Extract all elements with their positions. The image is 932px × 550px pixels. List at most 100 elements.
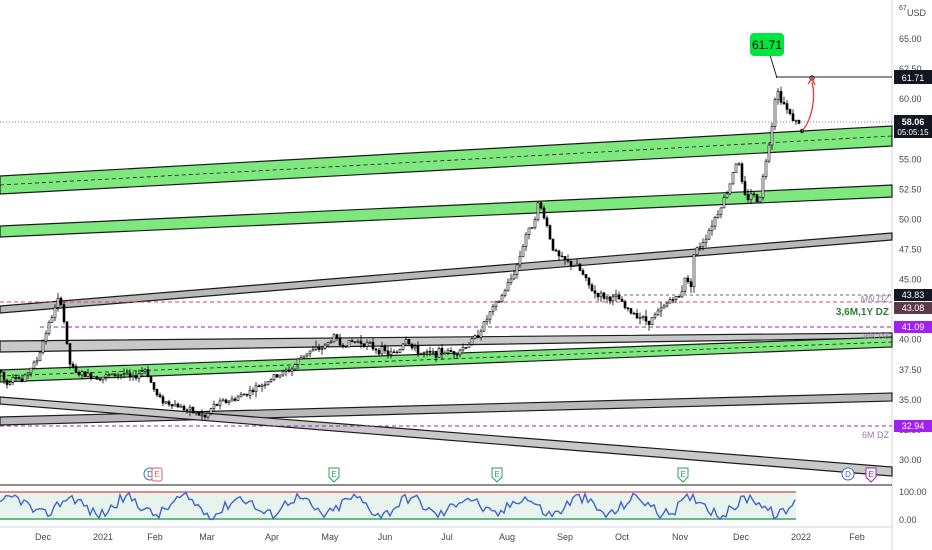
earnings-marker[interactable]: E <box>328 467 340 483</box>
candle <box>563 255 567 265</box>
candle <box>311 345 315 352</box>
candle <box>587 277 591 289</box>
candle <box>206 410 210 420</box>
x-tick-label: May <box>321 532 339 542</box>
y-tick-label: 50.00 <box>899 214 922 224</box>
candle <box>50 314 54 323</box>
candle <box>302 355 306 360</box>
y-tick-label: 40.00 <box>899 335 922 345</box>
candle <box>677 295 681 298</box>
candle <box>0 369 3 374</box>
candle <box>17 374 21 380</box>
candle <box>479 328 483 341</box>
axis-top-label: 67 <box>899 5 907 12</box>
earnings-marker[interactable]: E <box>677 467 689 483</box>
candle <box>740 161 744 185</box>
candle <box>317 343 321 353</box>
x-tick-label: Apr <box>265 532 279 542</box>
candle <box>656 307 660 316</box>
candle <box>74 363 78 374</box>
candle <box>704 234 708 248</box>
candle <box>710 219 714 236</box>
earnings-marker[interactable]: E <box>865 467 877 483</box>
candle <box>272 374 276 382</box>
x-tick-label: Mar <box>199 532 215 542</box>
candle <box>560 251 564 258</box>
candle <box>473 334 477 340</box>
candle <box>188 404 192 417</box>
candle <box>176 402 180 408</box>
candle <box>56 292 60 312</box>
candle <box>8 379 12 386</box>
candle <box>98 377 102 381</box>
candle <box>152 382 156 393</box>
candle <box>572 264 576 267</box>
candle <box>260 383 264 392</box>
candle <box>107 373 111 377</box>
candle <box>617 291 621 300</box>
candle <box>284 367 288 377</box>
candle <box>623 299 627 310</box>
candle <box>110 373 114 376</box>
candle <box>494 300 498 311</box>
earnings-marker[interactable]: E <box>491 467 503 483</box>
candle <box>281 369 285 378</box>
x-tick-label: Jun <box>378 532 393 542</box>
marker-letter: D <box>845 470 851 479</box>
level-43-08-label: 43.08 <box>902 303 925 313</box>
candle <box>683 277 687 294</box>
candle <box>20 375 24 383</box>
candle <box>194 410 198 416</box>
candle <box>581 268 585 276</box>
candle <box>365 339 369 351</box>
candle <box>203 414 207 420</box>
candle <box>731 171 735 185</box>
candle <box>431 348 435 356</box>
candle <box>716 210 720 219</box>
time-axis[interactable]: Dec 2021 Feb Mar Apr May Jun Jul Aug Sep Oct Nov Dec… <box>0 526 892 542</box>
candle <box>296 357 300 370</box>
y-tick-label: 62.50 <box>899 64 922 74</box>
candle <box>398 348 402 354</box>
candle <box>134 371 138 381</box>
candle <box>26 372 30 379</box>
candle <box>326 342 330 347</box>
candle <box>527 227 531 240</box>
candle <box>566 254 570 264</box>
candle <box>614 289 618 302</box>
demand-zone-upper <box>0 184 893 238</box>
candle <box>341 342 345 349</box>
x-tick-label: Feb <box>849 532 865 542</box>
candle <box>392 349 396 354</box>
candle <box>779 86 783 105</box>
level-41-09-box <box>894 321 932 333</box>
candle <box>83 371 87 377</box>
level-43-08-box <box>894 302 932 314</box>
candle <box>461 343 465 352</box>
candle <box>182 404 186 412</box>
marker-letter: E <box>868 470 873 479</box>
candle <box>101 376 105 384</box>
candle <box>161 394 165 406</box>
x-tick-label: Dec <box>733 532 750 542</box>
candle <box>467 341 471 348</box>
candle <box>509 273 513 286</box>
candle <box>122 368 126 379</box>
candle <box>209 407 213 416</box>
candle <box>590 282 594 292</box>
zone-36m-label: 3,6M,1Y DZ <box>836 307 889 318</box>
candle <box>500 293 504 303</box>
candle <box>698 242 702 252</box>
candle <box>764 158 768 180</box>
earnings-marker[interactable]: E <box>151 467 163 482</box>
candle <box>515 264 519 279</box>
candle <box>641 315 645 321</box>
zone-wk-label: WK DZ <box>863 332 889 341</box>
y-tick-label: 47.50 <box>899 245 922 255</box>
dividend-marker[interactable]: D <box>841 467 855 481</box>
candle <box>611 294 615 306</box>
last-price-label: 58.06 <box>902 117 925 127</box>
peak-connector <box>769 54 778 79</box>
